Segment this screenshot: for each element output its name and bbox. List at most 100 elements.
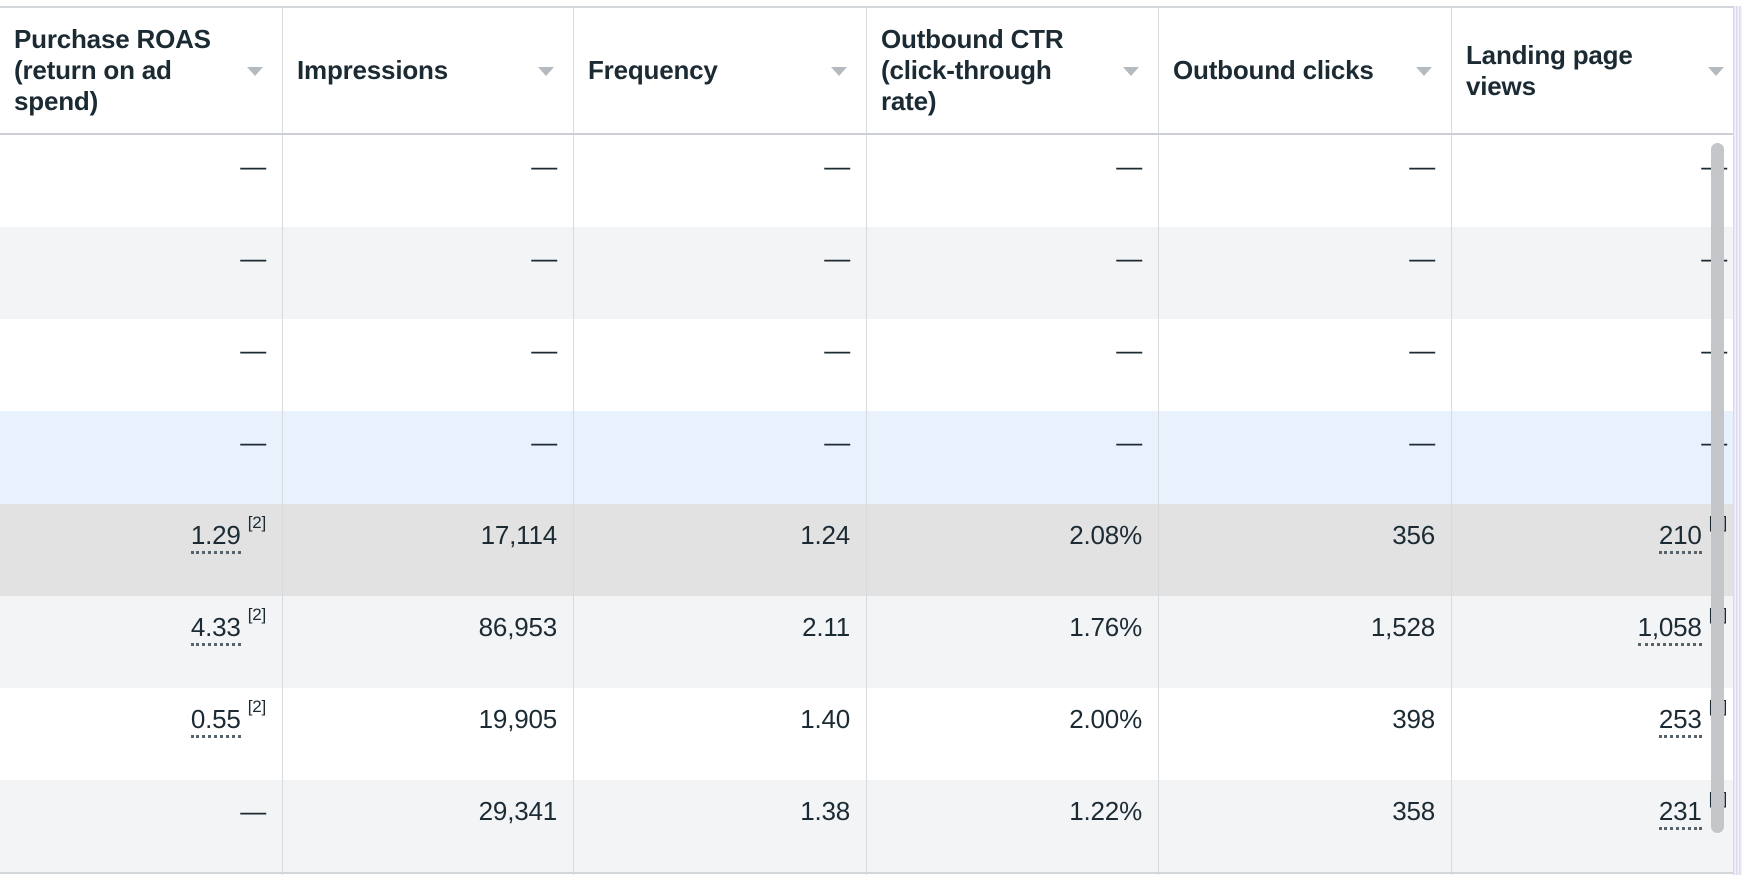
metric-value: — [240,335,266,366]
cell-landing_page_views: — [1452,135,1733,227]
metric-value: — [1116,243,1142,274]
metric-value: — [240,427,266,458]
metric-value: 356 [1392,519,1435,550]
metric-value: — [240,243,266,274]
cell-frequency: 1.38 [574,779,867,873]
cell-outbound_clicks: — [1159,135,1452,228]
table-header-row: Purchase ROAS (return on ad spend) Impres… [0,8,1733,135]
metric-value: 358 [1392,795,1435,826]
cell-outbound_ctr: 1.76% [867,595,1159,688]
metric-value: — [1409,151,1435,181]
cell-landing_page_views: — [1452,319,1733,411]
sort-chevron-down-icon[interactable] [1708,66,1724,76]
column-header-label: Outbound clicks [1173,55,1374,85]
metric-value-with-tooltip[interactable]: 1.29 [190,520,241,554]
metric-value: 19,905 [478,703,558,734]
cell-frequency: — [574,135,867,228]
cell-purchase_roas: 0.55 [2] [0,687,283,780]
column-header-label: Impressions [297,55,448,85]
cell-impressions: — [283,411,574,504]
cell-outbound_ctr: — [867,135,1159,228]
cell-outbound_clicks: 398 [1159,687,1452,780]
table-row[interactable]: — — — — — — [0,411,1733,504]
metric-value: 1.22% [1069,795,1142,826]
cell-outbound_clicks: — [1159,227,1452,320]
cell-outbound_ctr: 2.08% [867,503,1159,596]
cell-impressions: 19,905 [283,687,574,780]
cell-outbound_ctr: 1.22% [867,779,1159,873]
cell-outbound_clicks: 1,528 [1159,595,1452,688]
metric-value-with-tooltip[interactable]: 210 [1658,520,1702,554]
column-header-outbound_clicks[interactable]: Outbound clicks [1159,8,1452,133]
table-row[interactable]: — — — — — — [0,319,1733,412]
cell-impressions: — [283,135,574,228]
cell-outbound_clicks: 358 [1159,779,1452,873]
metric-value-with-tooltip[interactable]: 4.33 [190,612,241,646]
cell-outbound_clicks: 356 [1159,503,1452,596]
vertical-scrollbar-thumb[interactable] [1711,143,1724,833]
metric-value: — [1409,427,1435,458]
footnote-marker: [2] [247,604,267,624]
metric-value: — [824,151,850,181]
table-row[interactable]: 4.33 [2] 86,953 2.11 1.76% 1,528 1,058[2] [0,595,1733,688]
column-header-outbound_ctr[interactable]: Outbound CTR (click-through rate) [867,8,1159,133]
metric-value: 2.11 [802,611,850,642]
metric-value: 1.38 [800,795,850,826]
sort-chevron-down-icon[interactable] [1123,66,1139,76]
cell-purchase_roas: — [0,411,283,504]
cell-purchase_roas: — [0,779,283,873]
cell-purchase_roas: — [0,135,283,228]
metric-value: — [531,427,557,458]
table-row[interactable]: — — — — — — [0,135,1733,228]
sort-chevron-down-icon[interactable] [538,66,554,76]
metric-value: 29,341 [478,795,558,826]
cell-impressions: 86,953 [283,595,574,688]
cell-impressions: — [283,227,574,320]
cell-landing_page_views: 1,058[2] [1452,596,1733,688]
cell-landing_page_views: 253[2] [1452,688,1733,780]
metric-value: 2.00% [1069,703,1142,734]
cell-outbound_clicks: — [1159,411,1452,504]
sort-chevron-down-icon[interactable] [247,66,263,76]
metric-value: 1.76% [1069,611,1142,642]
column-header-frequency[interactable]: Frequency [574,8,867,133]
cell-purchase_roas: — [0,227,283,320]
table-row[interactable]: 1.29 [2] 17,114 1.24 2.08% 356 210[2] [0,503,1733,596]
table-row[interactable]: 0.55 [2] 19,905 1.40 2.00% 398 253[2] [0,687,1733,780]
metric-value: — [824,243,850,274]
metric-value: — [240,795,266,826]
cell-outbound_ctr: — [867,411,1159,504]
footnote-marker: [2] [247,512,267,532]
table-row[interactable]: — 29,341 1.38 1.22% 358 231[2] [0,779,1733,873]
cell-landing_page_views: — [1452,411,1733,503]
metric-value-with-tooltip[interactable]: 231 [1658,796,1702,830]
table-body: ————————————————————————1.29[2]17,1141.2… [0,135,1733,873]
cell-frequency: — [574,227,867,320]
cell-outbound_clicks: — [1159,319,1452,412]
sort-chevron-down-icon[interactable] [831,66,847,76]
metric-value: — [1116,151,1142,181]
metric-value: 1,528 [1370,611,1435,642]
column-header-label: Frequency [588,55,718,85]
cell-landing_page_views: — [1452,227,1733,319]
cell-impressions: 29,341 [283,779,574,873]
cell-purchase_roas: 1.29 [2] [0,503,283,596]
metrics-table: Purchase ROAS (return on ad spend) Impres… [0,6,1733,875]
metric-value: — [1409,335,1435,366]
sort-chevron-down-icon[interactable] [1416,66,1432,76]
cell-frequency: — [574,319,867,412]
metric-value: 86,953 [478,611,558,642]
cell-outbound_ctr: — [867,319,1159,412]
metric-value-with-tooltip[interactable]: 0.55 [190,704,241,738]
metric-value: 2.08% [1069,519,1142,550]
column-header-purchase_roas[interactable]: Purchase ROAS (return on ad spend) [0,8,283,133]
column-header-impressions[interactable]: Impressions [283,8,574,133]
metric-value: 17,114 [480,519,558,550]
metric-value: — [1116,427,1142,458]
metric-value-with-tooltip[interactable]: 1,058 [1637,612,1702,646]
column-header-label: Landing page views [1466,39,1633,101]
column-header-landing_page_views[interactable]: Landing page views [1452,8,1733,133]
table-row[interactable]: — — — — — — [0,227,1733,320]
column-header-label: Purchase ROAS (return on ad spend) [14,24,211,116]
metric-value-with-tooltip[interactable]: 253 [1658,704,1702,738]
